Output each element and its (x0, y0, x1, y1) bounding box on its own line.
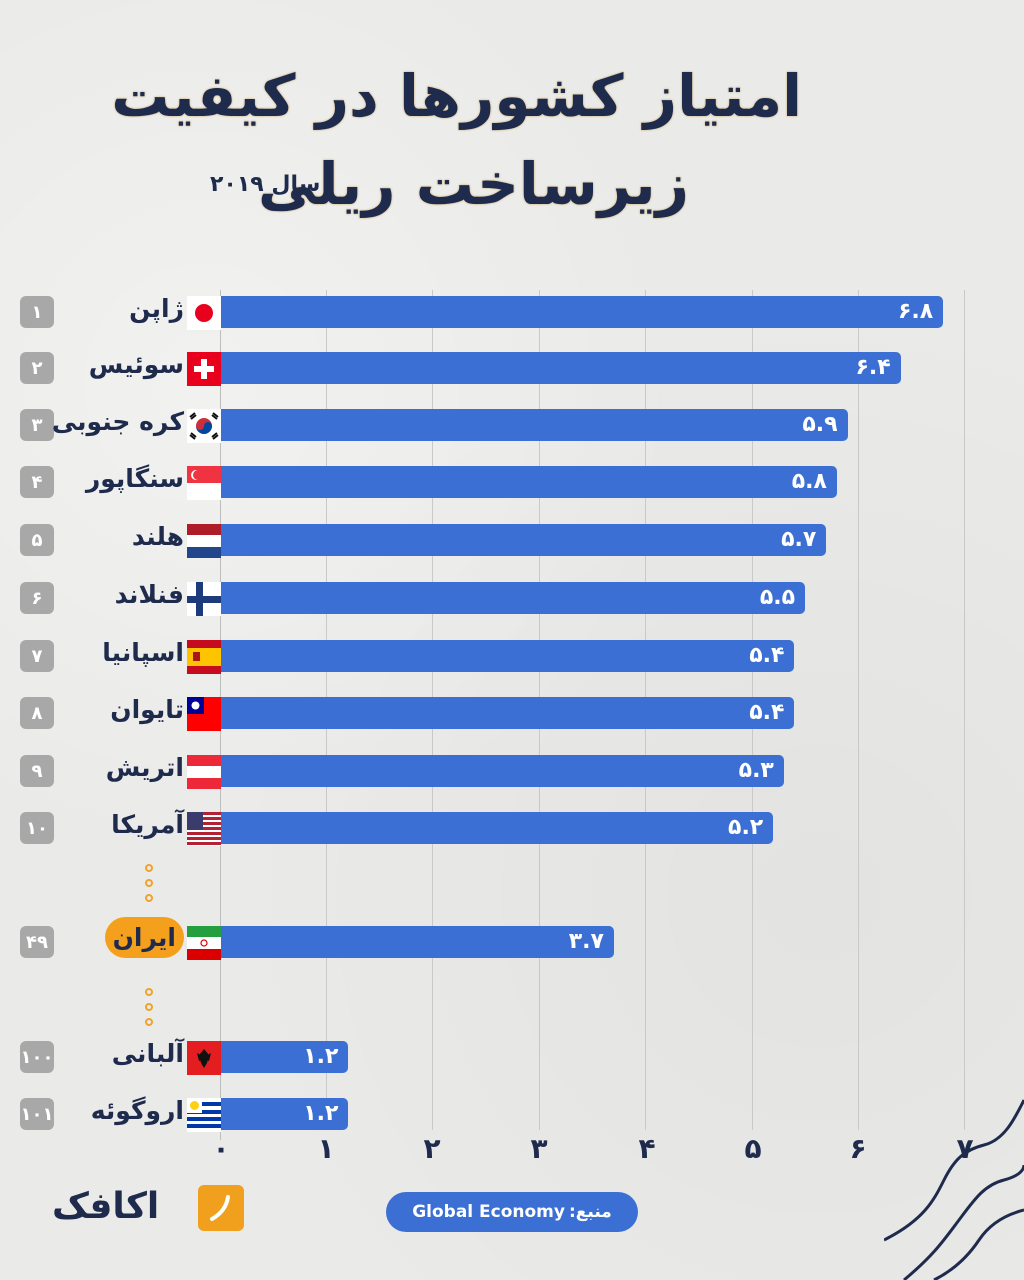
flag-albania-icon (187, 1041, 221, 1075)
bar-row: ۶ فنلاند ۵.۵ (0, 580, 1024, 616)
rank-badge: ۶ (20, 582, 54, 614)
bar: ۱.۲ (221, 1041, 349, 1073)
rank-badge: ۷ (20, 640, 54, 672)
bar-row: ۱۰ آمریکا ۵.۲ (0, 810, 1024, 846)
rank-badge: ۳ (20, 409, 54, 441)
x-tick-4: ۴ (638, 1132, 656, 1165)
bar-value-label: ۵.۴ (749, 700, 785, 725)
bar-row: ۴ سنگاپور ۵.۸ (0, 464, 1024, 500)
bar-value-label: ۳.۷ (568, 929, 604, 954)
flag-iran-icon (187, 926, 221, 960)
flag-uruguay-icon (187, 1098, 221, 1132)
country-label: فنلاند (114, 580, 184, 609)
bar-row: ۹ اتریش ۵.۳ (0, 753, 1024, 789)
brand-logo-icon (198, 1185, 244, 1231)
country-label: آمریکا (111, 810, 184, 839)
country-label: سوئیس (88, 350, 184, 379)
bar: ۳.۷ (221, 926, 614, 958)
bar: ۵.۲ (221, 812, 774, 844)
chart-title-line1: امتیاز کشورها در کیفیت (111, 62, 803, 130)
rank-badge: ۱۰ (20, 812, 54, 844)
bar: ۵.۵ (221, 582, 806, 614)
bar-value-label: ۱.۲ (303, 1044, 339, 1069)
bar-value-label: ۵.۹ (802, 412, 838, 437)
flag-usa-icon (187, 812, 221, 846)
bar: ۶.۴ (221, 352, 901, 384)
source-badge: منبع: Global Economy (386, 1192, 638, 1232)
country-label: اروگوئه (90, 1096, 184, 1125)
bar-row: ۸ تایوان ۵.۴ (0, 695, 1024, 731)
flag-spain-icon (187, 640, 221, 674)
flag-taiwan-icon (187, 697, 221, 731)
bar-value-label: ۵.۸ (791, 469, 827, 494)
ellipsis-separator-2 (145, 988, 153, 1033)
flag-singapore-icon (187, 466, 221, 500)
rank-badge: ۴ (20, 466, 54, 498)
bar-row: ۳ کره جنوبی ۵.۹ (0, 407, 1024, 443)
rank-badge: ۵ (20, 524, 54, 556)
bar-value-label: ۱.۲ (303, 1101, 339, 1126)
country-label: سنگاپور (85, 464, 184, 493)
bar-row: ۱ ژاپن ۶.۸ (0, 294, 1024, 330)
bar: ۵.۴ (221, 697, 795, 729)
country-label: ژاپن (129, 294, 184, 323)
chart-title-line2: زیرساخت ریلی (258, 150, 690, 218)
year-label: سال ۲۰۱۹ (210, 172, 321, 197)
rank-badge: ۱۰۰ (20, 1041, 54, 1073)
flag-switzerland-icon (187, 352, 221, 386)
rank-badge: ۲ (20, 352, 54, 384)
country-label: تایوان (110, 695, 184, 724)
bar-value-label: ۵.۴ (749, 643, 785, 668)
gridline-6 (858, 290, 859, 1130)
bar-value-label: ۵.۲ (728, 815, 764, 840)
bar-row: ۵ هلند ۵.۷ (0, 522, 1024, 558)
bar-value-label: ۵.۵ (759, 585, 796, 610)
x-tick-3: ۳ (530, 1132, 548, 1165)
rank-badge: ۸ (20, 697, 54, 729)
bar: ۵.۴ (221, 640, 795, 672)
rank-badge: ۱ (20, 296, 54, 328)
x-tick-1: ۱ (317, 1132, 335, 1165)
rank-badge: ۹ (20, 755, 54, 787)
rank-badge: ۱۰۱ (20, 1098, 54, 1130)
flag-finland-icon (187, 582, 221, 616)
bar-row: ۴۹ ایران ۳.۷ (0, 917, 1024, 960)
gridline-7 (964, 290, 965, 1130)
bar-value-label: ۶.۸ (897, 299, 934, 324)
bar-value-label: ۵.۷ (781, 527, 817, 552)
bar: ۵.۹ (221, 409, 848, 441)
decorative-waves-icon (884, 1099, 1024, 1280)
bar: ۵.۸ (221, 466, 837, 498)
rank-badge: ۴۹ (20, 926, 54, 958)
flag-austria-icon (187, 755, 221, 789)
x-tick-5: ۵ (744, 1132, 762, 1165)
x-tick-2: ۲ (423, 1132, 441, 1165)
country-label: اسپانیا (102, 638, 184, 667)
bar-row: ۱۰۰ آلبانی ۱.۲ (0, 1039, 1024, 1075)
source-value: Global Economy (412, 1202, 565, 1222)
bar-row: ۷ اسپانیا ۵.۴ (0, 638, 1024, 674)
bar-row: ۲ سوئیس ۶.۴ (0, 350, 1024, 386)
x-tick-6: ۶ (849, 1132, 867, 1165)
bar: ۵.۳ (221, 755, 784, 787)
bar: ۶.۸ (221, 296, 944, 328)
bar-row: ۱۰۱ اروگوئه ۱.۲ (0, 1096, 1024, 1132)
flag-netherlands-icon (187, 524, 221, 558)
ellipsis-separator-1 (145, 864, 153, 909)
flag-south-korea-icon (187, 409, 221, 443)
country-label: اتریش (105, 753, 184, 782)
x-tick-0: ۰ (212, 1132, 230, 1165)
bar-value-label: ۵.۳ (738, 758, 774, 783)
country-label: هلند (131, 522, 184, 551)
source-label: منبع: (568, 1202, 612, 1222)
flag-japan-icon (187, 296, 221, 330)
country-label: آلبانی (111, 1039, 184, 1068)
bar: ۵.۷ (221, 524, 827, 556)
country-label: ایران (104, 917, 184, 958)
bar-value-label: ۶.۴ (855, 355, 891, 380)
bar: ۱.۲ (221, 1098, 349, 1130)
country-label: کره جنوبی (51, 407, 184, 436)
brand-name: اکافک (52, 1186, 160, 1227)
